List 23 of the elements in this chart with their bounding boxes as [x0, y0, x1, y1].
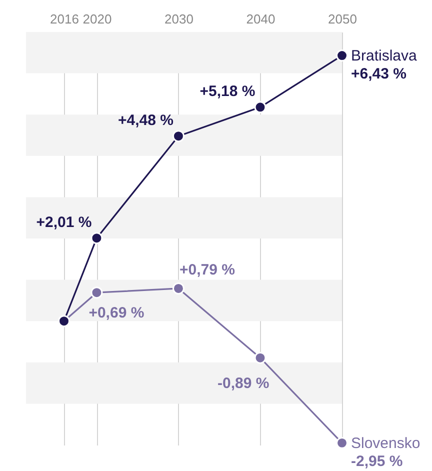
series-label: Slovensko — [351, 434, 420, 452]
data-label: +0,69 % — [88, 304, 144, 322]
data-label: +2,01 % — [36, 214, 92, 232]
x-tick-label: 2040 — [246, 12, 276, 26]
x-tick-label: 2050 — [328, 12, 357, 26]
point — [90, 286, 103, 299]
x-tick-label: 2030 — [164, 12, 194, 26]
point — [90, 232, 103, 244]
point — [172, 130, 184, 142]
point — [172, 282, 184, 294]
data-label: +6,43 % — [351, 66, 406, 83]
data-label: -0,89 % — [218, 374, 270, 392]
x-tick-label: 2016 — [50, 12, 79, 26]
x-tick-label: 2020 — [82, 12, 112, 26]
data-label: +0,79 % — [179, 261, 235, 278]
point — [254, 352, 266, 364]
point — [336, 50, 348, 62]
data-label: +5,18 % — [200, 83, 256, 100]
data-label: -2,95 % — [351, 452, 403, 470]
point — [336, 436, 348, 449]
point — [254, 101, 266, 114]
data-label: +4,48 % — [118, 112, 174, 130]
series-label: Bratislava — [351, 48, 418, 65]
